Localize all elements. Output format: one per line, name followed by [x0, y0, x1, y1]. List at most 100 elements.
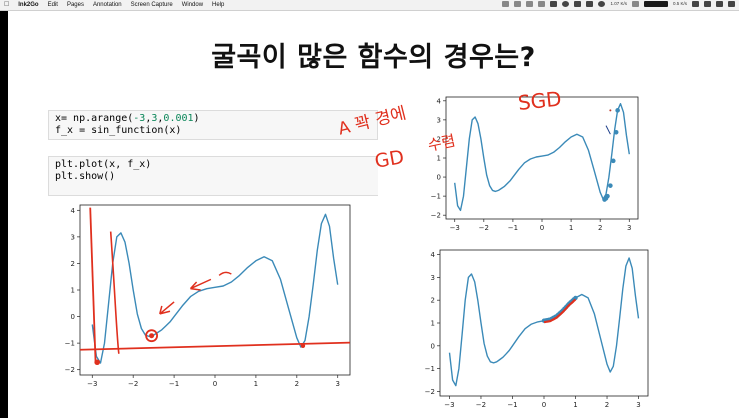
y-tick-label: 4: [71, 207, 76, 215]
red-arrow-2: [159, 301, 175, 315]
x-tick-label: −1: [508, 224, 518, 232]
battery-indicator[interactable]: [643, 1, 668, 7]
x-tick-label: 1: [569, 224, 573, 232]
sgd-plot: −3 −2 −1 0 1 2 3 −2 −1 0 1 2 3 4: [431, 96, 639, 232]
x-tick-label: 2: [295, 380, 299, 388]
play-icon[interactable]: [514, 1, 522, 7]
apple-icon[interactable]: : [4, 1, 9, 8]
red-local-min-dot: [149, 333, 155, 339]
menu-window[interactable]: Window: [176, 1, 203, 8]
menu-annotation[interactable]: Annotation: [87, 1, 122, 8]
red-baseline-mark: [79, 341, 351, 351]
code-line-plot: plt.plot(x, f_x): [55, 159, 152, 170]
sgd-point: [608, 183, 613, 188]
window-icon[interactable]: [538, 1, 546, 7]
net-speed-down: 0.5 K/s: [672, 1, 687, 6]
x-tick-label: −2: [128, 380, 138, 388]
y-tick-label: 2: [431, 297, 435, 305]
y-tick-label: −1: [425, 365, 435, 373]
y-tick-label: −1: [65, 340, 75, 348]
x-tick-label: 1: [254, 380, 258, 388]
sgd-point: [615, 108, 620, 113]
menu-pages[interactable]: Pages: [61, 1, 84, 8]
x-tick-label: −1: [169, 380, 179, 388]
function-curve: [91, 213, 339, 364]
plot-frame: [439, 249, 649, 397]
menu-help[interactable]: Help: [206, 1, 224, 8]
function-curve: [454, 103, 630, 212]
y-tick-label: 3: [431, 274, 435, 282]
y-tick-label: 0: [431, 342, 435, 350]
cloud-icon-1[interactable]: [692, 1, 699, 7]
evernote-icon[interactable]: [574, 1, 582, 7]
code-cell-1[interactable]: x= np.arange(-3,3,0.001) f_x = sin_funct…: [48, 110, 378, 140]
y-tick-label: −1: [431, 193, 441, 201]
x-tick-label: −2: [479, 224, 489, 232]
red-local-min-circle: [145, 329, 158, 343]
y-tick-label: 1: [431, 320, 435, 328]
x-tick-label: 3: [636, 401, 640, 409]
code-line-show: plt.show(): [55, 171, 116, 182]
y-tick-label: 4: [431, 251, 436, 259]
y-tick-label: 1: [71, 287, 75, 295]
dropbox-icon[interactable]: [586, 1, 594, 7]
sgd-start-marker: [609, 109, 612, 112]
mail-icon[interactable]: [550, 1, 558, 7]
cloud-icon-4[interactable]: [728, 1, 735, 7]
x-tick-label: 3: [335, 380, 339, 388]
cloud-icon-2[interactable]: [704, 1, 711, 7]
sgd-point: [613, 129, 619, 135]
code-line-fx: f_x = sin_function(x): [55, 125, 182, 136]
red-tick-mark: [218, 271, 232, 276]
menu-bar:  Ink2Go Edit Pages Annotation Screen Ca…: [0, 0, 739, 11]
x-tick-label: 0: [542, 401, 546, 409]
cloud-icon-3[interactable]: [716, 1, 723, 7]
menu-screen-capture[interactable]: Screen Capture: [125, 1, 173, 8]
menu-edit[interactable]: Edit: [42, 1, 58, 8]
x-tick-label: 0: [213, 380, 217, 388]
slide-title: 굴곡이 많은 함수의 경우는?: [211, 42, 536, 73]
annotation-sgd: SGD: [516, 86, 563, 115]
x-tick-label: −3: [87, 380, 97, 388]
x-tick-label: −3: [444, 401, 454, 409]
y-tick-label: −2: [431, 212, 441, 220]
red-vertical-mark: [89, 207, 97, 362]
code-cell-2[interactable]: plt.plot(x, f_x) plt.show(): [48, 156, 378, 196]
red-minimum-dot: [94, 359, 100, 366]
x-tick-label: −2: [476, 401, 486, 409]
net-speed-up: 1.07 K/s: [610, 1, 627, 6]
x-tick-label: −1: [507, 401, 517, 409]
x-tick-label: 0: [540, 224, 544, 232]
plot-frame: [445, 96, 639, 220]
screen-icon[interactable]: [526, 1, 534, 7]
x-tick-label: 2: [605, 401, 609, 409]
y-tick-label: 2: [71, 260, 75, 268]
annotation-gd: GD: [373, 146, 406, 173]
x-tick-label: 2: [598, 224, 602, 232]
dash-icon[interactable]: [631, 1, 639, 7]
y-tick-label: 0: [437, 174, 441, 182]
y-tick-label: 2: [437, 135, 441, 143]
y-tick-label: 1: [437, 155, 441, 163]
main-function-plot: −3 −2 −1 0 1 2 3 −2 −1 0 1 2 3 4: [65, 204, 351, 388]
y-tick-label: −2: [65, 366, 75, 374]
clock-icon[interactable]: [598, 1, 606, 7]
sgd-point: [610, 158, 616, 164]
x-tick-label: 1: [573, 401, 577, 409]
slide-canvas: 굴곡이 많은 함수의 경우는? x= np.arange(-3,3,0.001)…: [8, 11, 739, 418]
gd-plot: −3 −2 −1 0 1 2 3 −2 −1 0 1 2 3 4: [425, 249, 649, 409]
y-tick-label: 0: [71, 313, 75, 321]
x-tick-label: 3: [627, 224, 631, 232]
code-line-arange: x= np.arange(-3,3,0.001): [55, 113, 200, 124]
line-app-icon[interactable]: [562, 1, 570, 7]
sgd-step-arrow: [605, 125, 611, 135]
function-curve: [448, 257, 640, 387]
y-tick-label: 4: [437, 97, 442, 105]
pen-tool-icon[interactable]: [502, 1, 510, 7]
y-tick-label: 3: [437, 116, 441, 124]
gd-red-highlight: [543, 298, 577, 324]
red-global-min-dot: [300, 343, 306, 348]
menu-app-name[interactable]: Ink2Go: [13, 1, 38, 8]
sgd-point: [605, 193, 610, 199]
red-arrow-1: [189, 278, 212, 291]
